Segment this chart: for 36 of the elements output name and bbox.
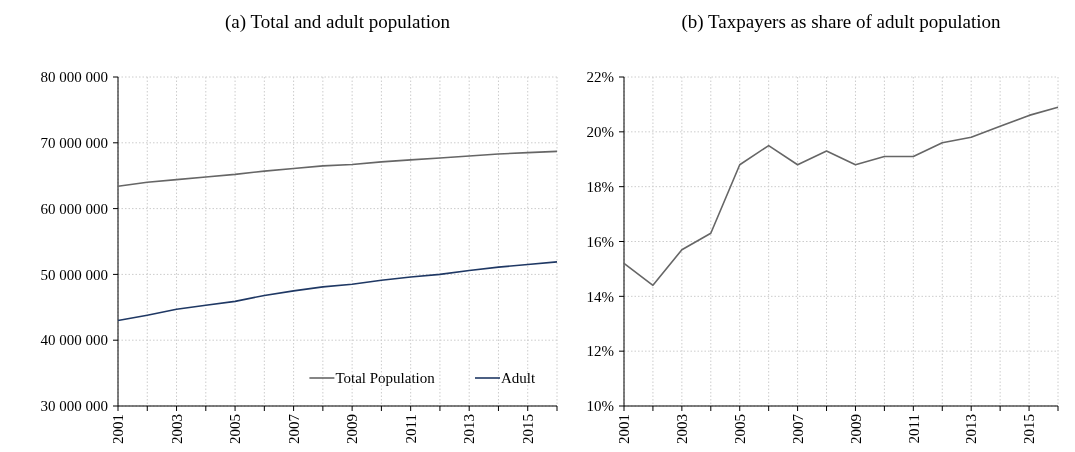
x-tick-label: 2011 [402, 414, 419, 444]
x-tick-label: 2009 [344, 414, 361, 444]
x-tick-label: 2013 [461, 414, 478, 444]
y-tick-label: 70 000 000 [40, 135, 108, 152]
y-tick-label: 30 000 000 [40, 398, 108, 415]
y-tick-label: 16% [586, 233, 614, 250]
chart-title: (a) Total and adult population [224, 11, 451, 33]
x-tick-label: 2001 [110, 414, 127, 444]
x-tick-label: 2013 [963, 414, 980, 444]
line-series [117, 261, 558, 322]
x-tick-label: 2015 [519, 414, 536, 444]
x-tick-label: 2007 [285, 413, 302, 444]
y-tick-label: 14% [586, 288, 614, 305]
x-tick-label: 2009 [847, 414, 864, 444]
y-tick-label: 50 000 000 [40, 266, 108, 283]
y-tick-label: 80 000 000 [40, 69, 108, 86]
x-tick-label: 2015 [1021, 414, 1038, 444]
x-tick-label: 2003 [674, 414, 691, 444]
x-tick-label: 2011 [905, 414, 922, 444]
x-tick-label: 2001 [616, 414, 633, 444]
y-tick-label: 20% [586, 124, 614, 141]
y-tick-label: 40 000 000 [40, 332, 108, 349]
x-tick-label: 2007 [789, 413, 806, 444]
chart-title: (b) Taxpayers as share of adult population [681, 11, 1002, 33]
x-tick-label: 2003 [168, 414, 185, 444]
x-tick-label: 2005 [227, 414, 244, 444]
y-tick-label: 10% [586, 398, 614, 415]
legend-label: Total Population [335, 370, 436, 387]
line-series [623, 106, 1059, 287]
x-tick-label: 2005 [731, 414, 748, 444]
y-tick-label: 22% [586, 69, 614, 86]
y-tick-label: 12% [586, 343, 614, 360]
line-series [117, 150, 558, 188]
y-tick-label: 60 000 000 [40, 200, 108, 217]
y-tick-label: 18% [586, 178, 614, 195]
legend-label: Adult [501, 370, 536, 387]
